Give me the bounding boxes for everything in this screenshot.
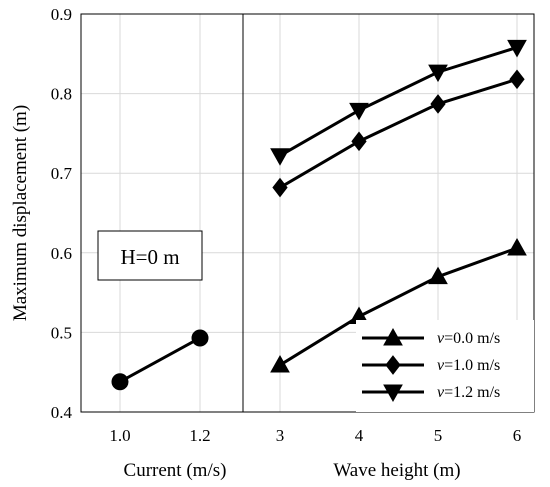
legend-label-rest: =0.0 m/s [444, 330, 500, 347]
data-point-triangle-down [507, 39, 527, 58]
data-point-triangle-up [428, 266, 448, 285]
series-line-3 [279, 46, 518, 157]
series-line-2 [279, 77, 518, 189]
data-point-triangle-up [270, 355, 290, 373]
x-tick-label: 1.2 [189, 426, 210, 445]
legend-label-var: v [437, 384, 445, 401]
left-x-axis-label: Current (m/s) [124, 460, 227, 481]
legend: v=0.0 m/sv=1.0 m/sv=1.2 m/s [356, 320, 534, 412]
data-point-triangle-up [507, 238, 527, 256]
data-point-diamond [430, 94, 446, 114]
legend-label-var: v [437, 357, 445, 374]
x-tick-label: 3 [276, 426, 285, 445]
y-tick-label: 0.8 [51, 85, 72, 104]
y-tick-label: 0.5 [51, 323, 72, 342]
x-tick-label: 1.0 [109, 426, 130, 445]
y-tick-label: 0.7 [51, 164, 73, 183]
y-tick-labels: 0.4 0.5 0.6 0.7 0.8 0.9 [51, 5, 73, 422]
legend-label-rest: =1.2 m/s [444, 384, 500, 401]
right-x-axis-label: Wave height (m) [333, 460, 460, 481]
annotation-text: H=0 m [120, 245, 179, 269]
legend-label: v=0.0 m/s [437, 330, 500, 347]
y-tick-label: 0.4 [51, 403, 73, 422]
data-point-circle [191, 329, 209, 347]
legend-label: v=1.0 m/s [437, 357, 500, 374]
series-layer [111, 39, 527, 391]
legend-label-var: v [437, 330, 445, 347]
data-point-triangle-down [428, 64, 448, 83]
left-plot-frame [80, 13, 244, 413]
legend-marker-triangle-down [383, 384, 403, 403]
series-line-current [119, 336, 201, 384]
annotation-box: H=0 m [97, 230, 203, 281]
legend-label: v=1.2 m/s [437, 384, 500, 401]
y-tick-label: 0.9 [51, 5, 72, 24]
data-point-triangle-down [270, 148, 290, 166]
data-point-diamond [509, 69, 525, 90]
x-tick-label: 6 [513, 426, 522, 445]
data-point-diamond [272, 177, 288, 198]
x-tick-labels: 1.0 1.2 3 4 5 6 [109, 426, 521, 445]
legend-marker-triangle-up [383, 327, 403, 346]
legend-label-rest: =1.0 m/s [444, 357, 500, 374]
series-line-1 [279, 246, 518, 367]
data-point-circle [111, 373, 129, 391]
legend-marker-diamond [385, 355, 401, 375]
x-tick-label: 4 [355, 426, 364, 445]
y-axis-label: Maximum displacement (m) [10, 105, 31, 321]
data-point-triangle-down [349, 102, 369, 121]
x-tick-label: 5 [434, 426, 443, 445]
data-point-diamond [351, 131, 367, 152]
y-tick-label: 0.6 [51, 244, 72, 263]
